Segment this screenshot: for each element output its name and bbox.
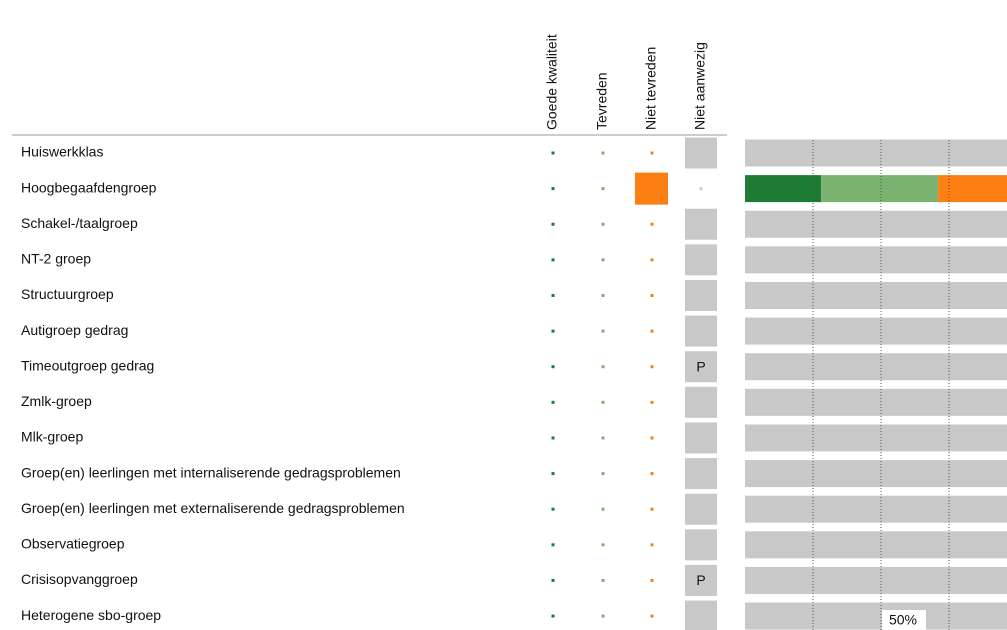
absent-box: [685, 458, 717, 490]
absent-box: [685, 422, 717, 454]
bar-background: [745, 281, 1007, 309]
absent-box: [685, 493, 717, 525]
bar-background: [745, 531, 1007, 559]
status-dot: [601, 614, 605, 618]
row-label: Structuurgroep: [21, 286, 114, 302]
highlight-square: [635, 172, 668, 205]
bar-background: [745, 495, 1007, 523]
status-dot: [650, 329, 654, 333]
bar-segment: [938, 175, 1007, 203]
status-dot: [551, 472, 555, 476]
axis-label-bg: [882, 610, 926, 630]
status-dot: [601, 222, 605, 226]
status-dot: [551, 151, 555, 155]
status-dot: [601, 151, 605, 155]
status-dot: [650, 222, 654, 226]
absent-label: P: [696, 572, 705, 588]
bar-background: [745, 460, 1007, 488]
row-label: Groep(en) leerlingen met internaliserend…: [21, 464, 401, 480]
status-dot: [601, 187, 605, 191]
row-label: NT-2 groep: [21, 251, 91, 267]
status-dot: [650, 400, 654, 404]
row-label: Groep(en) leerlingen met externaliserend…: [21, 500, 405, 516]
row-label: Zmlk-groep: [21, 393, 92, 409]
status-dot: [601, 507, 605, 511]
status-dot: [601, 329, 605, 333]
absent-box: [685, 600, 717, 630]
status-dot: [601, 543, 605, 547]
status-dot: [699, 187, 703, 191]
bar-background: [745, 139, 1007, 167]
status-dot: [551, 258, 555, 262]
row-label: Schakel-/taalgroep: [21, 215, 138, 231]
status-dot: [551, 543, 555, 547]
absent-label: P: [696, 358, 705, 374]
bar-background: [745, 566, 1007, 594]
row-label: Mlk-groep: [21, 429, 83, 445]
absent-box: [685, 351, 717, 383]
bar-segment: [745, 175, 822, 203]
bar-background: [745, 424, 1007, 452]
status-dot: [650, 151, 654, 155]
status-dot: [551, 400, 555, 404]
bar-background: [745, 602, 1007, 630]
status-dot: [551, 507, 555, 511]
status-dot: [601, 436, 605, 440]
row-label: Heterogene sbo-groep: [21, 607, 161, 623]
absent-box: [685, 564, 717, 596]
status-dot: [551, 222, 555, 226]
status-dot: [601, 365, 605, 369]
axis-label: 50%: [889, 612, 917, 628]
status-dot: [650, 578, 654, 582]
status-dot: [551, 578, 555, 582]
column-header: Tevreden: [594, 72, 610, 130]
row-label: Timeoutgroep gedrag: [21, 357, 154, 373]
status-dot: [650, 258, 654, 262]
bar-background: [745, 317, 1007, 345]
bar-background: [745, 353, 1007, 381]
absent-box: [685, 279, 717, 311]
status-dot: [650, 293, 654, 297]
status-dot: [650, 543, 654, 547]
status-dot: [650, 472, 654, 476]
status-dot: [601, 258, 605, 262]
status-dot: [551, 614, 555, 618]
status-dot: [601, 578, 605, 582]
status-dot: [650, 507, 654, 511]
absent-box: [685, 244, 717, 276]
row-label: Observatiegroep: [21, 536, 125, 552]
absent-box: [685, 137, 717, 169]
status-dot: [601, 293, 605, 297]
status-dot: [650, 614, 654, 618]
row-label: Autigroep gedrag: [21, 322, 128, 338]
status-dot: [650, 365, 654, 369]
column-header: Niet tevreden: [643, 47, 659, 130]
row-label: Crisisopvanggroep: [21, 571, 138, 587]
column-header: Goede kwaliteit: [544, 34, 560, 130]
status-dot: [601, 400, 605, 404]
bar-background: [745, 246, 1007, 274]
status-dot: [551, 187, 555, 191]
bar-segment: [821, 175, 939, 203]
status-dot: [551, 365, 555, 369]
absent-box: [685, 529, 717, 561]
bar-background: [745, 388, 1007, 416]
status-dot: [551, 436, 555, 440]
absent-box: [685, 208, 717, 240]
status-dot: [601, 472, 605, 476]
column-header: Niet aanwezig: [692, 42, 708, 130]
status-dot: [551, 329, 555, 333]
absent-box: [685, 315, 717, 347]
row-label: Huiswerkklas: [21, 144, 103, 160]
status-dot: [650, 436, 654, 440]
bar-background: [745, 210, 1007, 238]
row-label: Hoogbegaafdengroep: [21, 179, 157, 195]
status-dot: [551, 293, 555, 297]
absent-box: [685, 386, 717, 418]
